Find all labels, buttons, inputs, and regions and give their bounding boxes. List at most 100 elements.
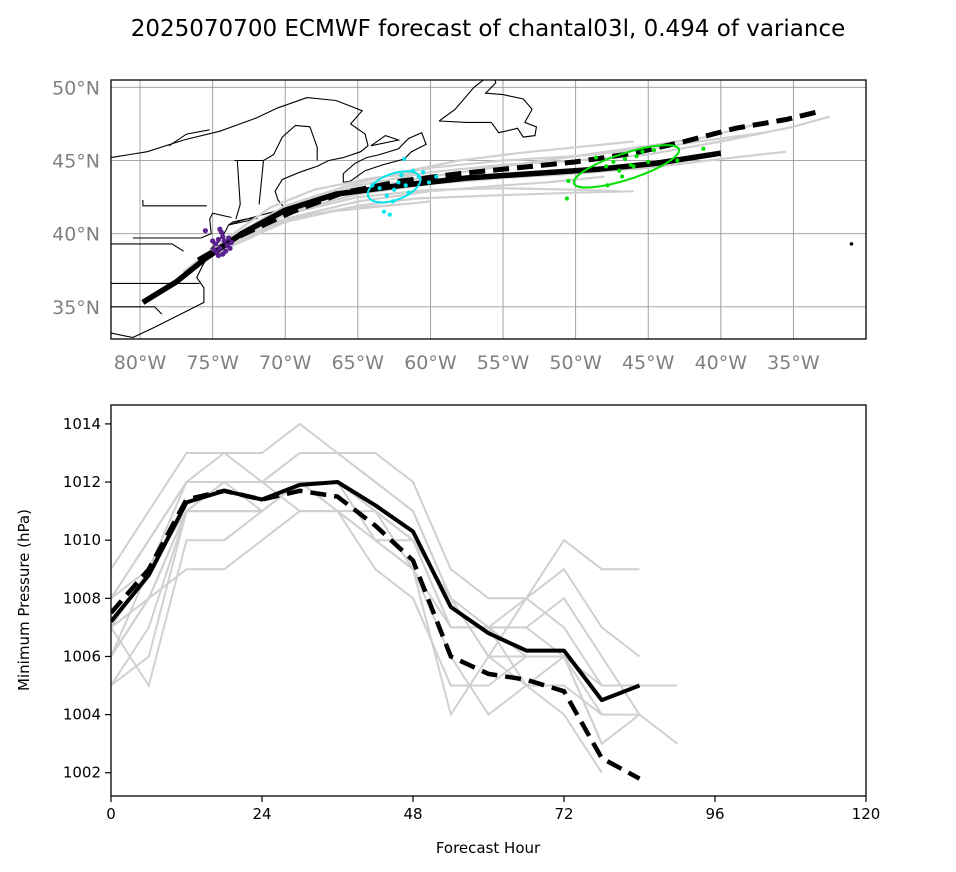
day4-point	[611, 159, 616, 165]
day2-point	[421, 170, 426, 175]
pressure-frame	[110, 404, 867, 797]
x-axis-label: Forecast Hour	[436, 839, 541, 857]
y-tick-label: 1008	[63, 589, 101, 607]
day1-point	[221, 238, 227, 244]
y-tick-label: 1010	[63, 531, 101, 549]
ensemble-pressure-line	[111, 481, 641, 746]
day4-point	[622, 156, 628, 162]
day2-point	[403, 183, 408, 188]
day4-point	[617, 168, 622, 173]
coastline	[168, 129, 210, 147]
day2-point	[434, 174, 439, 179]
day2-point	[381, 209, 387, 214]
lon-tick-label: 80°W	[114, 352, 167, 374]
map-tick-labels: 80°W 75°W 70°W 65°W 60°W 55°W 50°W 45°W 40°W 35°W…	[52, 77, 820, 374]
lat-tick-label: 50°N	[52, 77, 100, 99]
mean-pressure-line	[111, 480, 641, 703]
coastline	[370, 134, 401, 147]
x-tick-label: 120	[852, 805, 881, 823]
coastline	[234, 124, 318, 162]
coastline	[342, 131, 427, 183]
y-tick-label: 1012	[63, 473, 101, 491]
day4-point	[564, 196, 570, 201]
lon-tick-label: 70°W	[259, 352, 312, 374]
day1-point	[202, 228, 208, 234]
day1-point	[215, 236, 222, 243]
x-tick-label: 24	[252, 805, 271, 823]
day4-point	[593, 155, 599, 160]
coastline	[142, 200, 207, 207]
control-track	[196, 108, 823, 263]
coastline	[200, 212, 232, 239]
day1-point	[228, 239, 235, 246]
x-tick-label: 48	[403, 805, 422, 823]
lon-tick-label: 50°W	[549, 352, 602, 374]
figure-title: 2025070700 ECMWF forecast of chantal03l,…	[131, 16, 846, 42]
day4-point	[640, 149, 645, 154]
ensemble-pressure-line	[111, 510, 414, 629]
day2-ellipse	[366, 170, 422, 204]
day1-point	[226, 235, 232, 241]
lon-tick-label: 40°W	[695, 352, 748, 374]
day4-point	[566, 178, 571, 184]
pressure-plot-area	[111, 405, 866, 796]
day4-point	[631, 164, 636, 169]
ensemble-pressure-line	[111, 422, 678, 687]
day1-point	[217, 245, 223, 251]
coastline	[258, 160, 265, 205]
day4-ellipse	[572, 144, 681, 189]
coastline	[235, 160, 241, 220]
x-tick-label: 72	[554, 805, 573, 823]
x-tick-label: 96	[705, 805, 724, 823]
y-tick-label: 1006	[63, 647, 101, 665]
y-tick-label: 1002	[63, 764, 101, 782]
day2-point	[384, 193, 389, 198]
day1-point	[217, 226, 223, 232]
lon-tick-label: 55°W	[477, 352, 530, 374]
map-background	[111, 80, 866, 339]
coastline	[228, 217, 258, 226]
day2-point	[426, 180, 432, 185]
map-frame	[110, 79, 867, 340]
day2-point	[399, 173, 404, 178]
day4-point	[701, 146, 706, 151]
lon-tick-label: 65°W	[332, 352, 385, 374]
day4-point	[634, 153, 639, 159]
day1-point	[220, 233, 226, 240]
forecast-tracks	[141, 108, 854, 305]
y-tick-label: 1014	[63, 415, 101, 433]
pressure-chart: 0 24 48 72 96 120 1002 1004 1006 1008 1010 1012 1014…	[15, 404, 881, 857]
coastline	[438, 80, 538, 138]
day4-point	[646, 159, 651, 165]
day1-point	[210, 238, 216, 244]
coastline	[111, 243, 184, 252]
coastline	[111, 97, 369, 339]
day2-point	[396, 180, 401, 185]
lon-tick-label: 75°W	[186, 352, 239, 374]
outlier-point	[849, 242, 854, 246]
coastline	[111, 306, 163, 315]
lon-tick-label: 45°W	[622, 352, 675, 374]
lon-tick-label: 60°W	[404, 352, 457, 374]
coastlines	[111, 80, 538, 339]
day2-point	[387, 212, 392, 217]
x-tick-label: 0	[106, 805, 116, 823]
day2-point	[402, 156, 407, 162]
day4-point	[619, 174, 625, 179]
lat-tick-label: 35°N	[52, 297, 100, 319]
day2-point	[377, 186, 382, 191]
day4-point	[604, 164, 609, 169]
day1-point	[227, 245, 233, 251]
day4-point	[675, 158, 680, 163]
day4-point	[651, 148, 657, 153]
lat-tick-label: 40°N	[52, 224, 100, 246]
pressure-ticks: 0 24 48 72 96 120 1002 1004 1006 1008 1010 1012 1014	[63, 415, 881, 823]
lon-tick-label: 35°W	[767, 352, 820, 374]
y-tick-label: 1004	[63, 706, 101, 724]
pressure-series	[111, 422, 678, 781]
lat-tick-label: 45°N	[52, 150, 100, 172]
day1-point	[215, 252, 222, 259]
day2-point	[392, 187, 397, 192]
y-axis-label: Minimum Pressure (hPa)	[15, 509, 33, 691]
